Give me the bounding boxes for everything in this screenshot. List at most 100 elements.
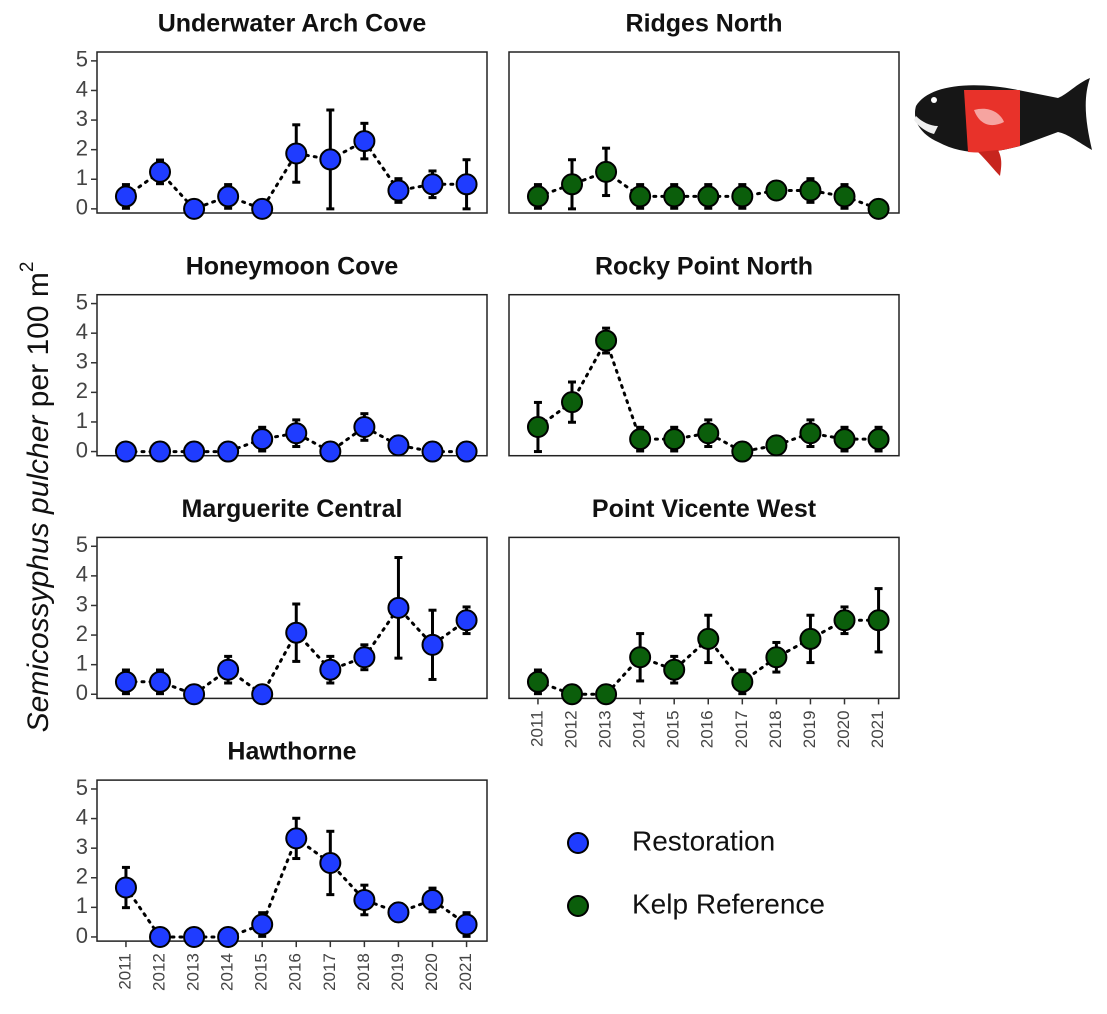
x-tick-label: 2020: [422, 953, 441, 991]
x-tick-label: 2011: [115, 953, 134, 990]
panel-title: Point Vicente West: [592, 495, 817, 523]
x-tick-label: 2020: [834, 710, 853, 748]
y-tick-label: 4: [76, 562, 88, 587]
point: [731, 670, 754, 693]
point: [114, 440, 137, 463]
point: [867, 197, 890, 220]
point: [799, 179, 822, 202]
panel-frame: [96, 51, 488, 214]
legend-label: Restoration: [632, 825, 775, 856]
point: [799, 627, 822, 650]
legend-swatch: [567, 895, 589, 917]
x-tick-label: 2017: [320, 953, 339, 991]
point: [595, 683, 618, 706]
y-tick-label: 3: [76, 106, 88, 131]
point: [455, 609, 478, 632]
y-tick-label: 0: [76, 680, 88, 705]
y-tick-label: 3: [76, 591, 88, 616]
y-tick-label: 3: [76, 349, 88, 374]
point: [561, 391, 584, 414]
point: [285, 142, 308, 165]
point: [285, 422, 308, 445]
y-tick-label: 2: [76, 864, 88, 889]
point: [149, 670, 172, 693]
point: [251, 428, 274, 451]
point: [114, 876, 137, 899]
x-tick-label: 2014: [218, 953, 237, 991]
point: [319, 440, 342, 463]
point: [765, 646, 788, 669]
y-tick-label: 1: [76, 165, 88, 190]
trend-line: [536, 170, 881, 211]
point: [353, 130, 376, 153]
point: [217, 185, 240, 208]
panel-frame: [96, 779, 488, 942]
x-tick-label: 2015: [664, 710, 683, 748]
point: [421, 633, 444, 656]
x-tick-label: 2018: [766, 710, 785, 748]
y-tick-label: 4: [76, 319, 88, 344]
x-tick-label: 2013: [596, 710, 615, 748]
point: [353, 888, 376, 911]
y-tick-label: 2: [76, 621, 88, 646]
point: [731, 440, 754, 463]
x-tick-label: 2014: [630, 710, 649, 748]
point: [455, 913, 478, 936]
point: [183, 683, 206, 706]
point: [183, 925, 206, 948]
point: [867, 428, 890, 451]
x-tick-label: 2011: [527, 710, 546, 747]
legend-swatch: [567, 832, 589, 854]
point: [833, 185, 856, 208]
y-tick-label: 2: [76, 378, 88, 403]
y-axis-title: Semicossyphus pulcher per 100 m2: [17, 262, 55, 733]
x-tick-label: 2013: [184, 953, 203, 991]
point: [251, 683, 274, 706]
point: [387, 901, 410, 924]
y-axis-title-unit: per 100 m: [22, 272, 55, 407]
panel-frame: [508, 293, 900, 457]
y-tick-label: 3: [76, 834, 88, 859]
panel-frame: [508, 51, 900, 214]
panel-frame: [96, 293, 488, 457]
x-tick-label: 2012: [561, 710, 580, 748]
y-tick-label: 2: [76, 135, 88, 160]
point: [833, 609, 856, 632]
panel-title: Ridges North: [626, 10, 783, 38]
point: [455, 440, 478, 463]
point: [561, 683, 584, 706]
point: [387, 179, 410, 202]
point: [149, 440, 172, 463]
point: [183, 440, 206, 463]
point: [421, 888, 444, 911]
y-tick-label: 1: [76, 650, 88, 675]
panel-frame: [96, 536, 488, 700]
point: [697, 185, 720, 208]
point: [629, 185, 652, 208]
point: [285, 621, 308, 644]
point: [114, 185, 137, 208]
point: [629, 646, 652, 669]
trend-line: [536, 336, 881, 454]
point: [561, 173, 584, 196]
point: [697, 627, 720, 650]
point: [765, 179, 788, 202]
x-tick-label: 2016: [698, 710, 717, 748]
panel-title: Hawthorne: [227, 738, 356, 766]
point: [663, 658, 686, 681]
x-tick-label: 2018: [354, 953, 373, 991]
point: [731, 185, 754, 208]
panel-title: Honeymoon Cove: [186, 252, 399, 280]
y-axis-title-species: Semicossyphus pulcher: [22, 415, 55, 733]
point: [455, 173, 478, 196]
trend-line: [124, 139, 469, 211]
point: [867, 609, 890, 632]
point: [526, 185, 549, 208]
point: [319, 851, 342, 874]
y-tick-label: 0: [76, 195, 88, 220]
point: [526, 670, 549, 693]
panel-title: Underwater Arch Cove: [158, 10, 427, 38]
point: [387, 434, 410, 457]
point: [285, 827, 308, 850]
